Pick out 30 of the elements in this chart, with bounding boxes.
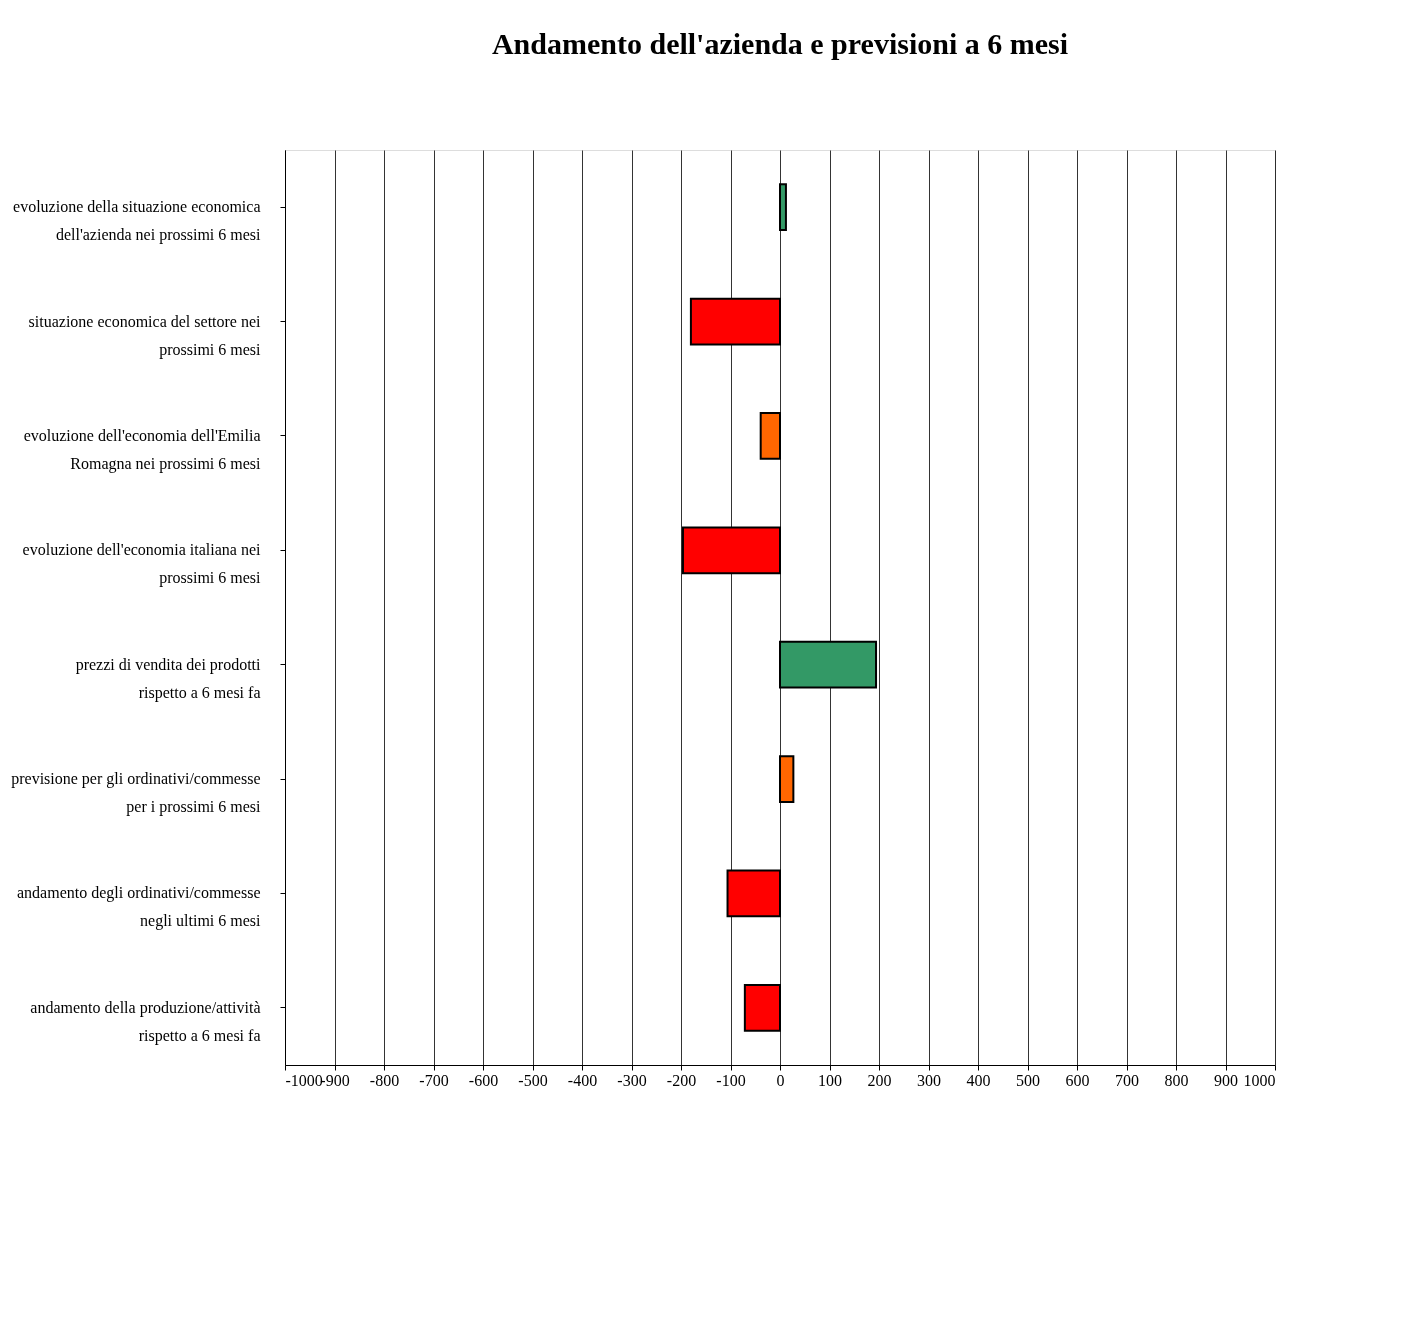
x-tick-label: -100 <box>716 1071 746 1089</box>
x-tick-label: -300 <box>617 1071 647 1089</box>
x-tick-label: -1000 <box>285 1071 323 1089</box>
x-tick-label: 800 <box>1164 1071 1189 1089</box>
x-tick-label: 500 <box>1016 1071 1040 1089</box>
chart-title: Andamento dell'azienda e previsioni a 6 mesi <box>491 27 1069 60</box>
x-tick-label: 400 <box>966 1071 991 1089</box>
y-tick-label: andamento della produzione/attività rispetto a 6 mesi fa <box>30 998 261 1045</box>
x-tick-label: -400 <box>567 1071 598 1089</box>
y-tick-label: situazione economica del settore nei prossimi 6 mesi <box>28 312 262 359</box>
x-tick-label: 700 <box>1115 1071 1139 1089</box>
x-tick-label: -200 <box>666 1071 697 1089</box>
y-tick-label: prezzi di vendita dei prodotti rispetto a 6 mesi fa <box>75 655 262 702</box>
x-tick-label: 1000 <box>1243 1071 1276 1089</box>
x-tick-label: 0 <box>776 1071 785 1089</box>
y-tick-label: andamento degli ordinativi/commesse negli ultimi 6 mesi <box>17 884 262 931</box>
x-tick-label: 200 <box>867 1071 892 1089</box>
x-tick-label: -600 <box>468 1071 499 1089</box>
x-tick-label: 100 <box>818 1071 842 1089</box>
y-tick-label: evoluzione dell'economia italiana nei prossimi 6 mesi <box>22 541 262 588</box>
x-tick-label: -700 <box>419 1071 449 1089</box>
y-tick-label: previsione per gli ordinativi/commesse per i prossimi 6 mesi <box>11 770 262 817</box>
x-tick-label: 900 <box>1214 1071 1238 1089</box>
x-tick-label: 600 <box>1065 1071 1090 1089</box>
y-tick-label: evoluzione dell'economia dell'Emilia Romagna nei prossimi 6 mesi <box>23 426 262 473</box>
x-tick-label: -500 <box>518 1071 548 1089</box>
x-tick-label: 300 <box>917 1071 941 1089</box>
x-tick-label: -800 <box>369 1071 400 1089</box>
y-tick-label: evoluzione della situazione economica dell'azienda nei prossimi 6 mesi <box>13 198 262 245</box>
x-tick-label: -900 <box>320 1071 350 1089</box>
